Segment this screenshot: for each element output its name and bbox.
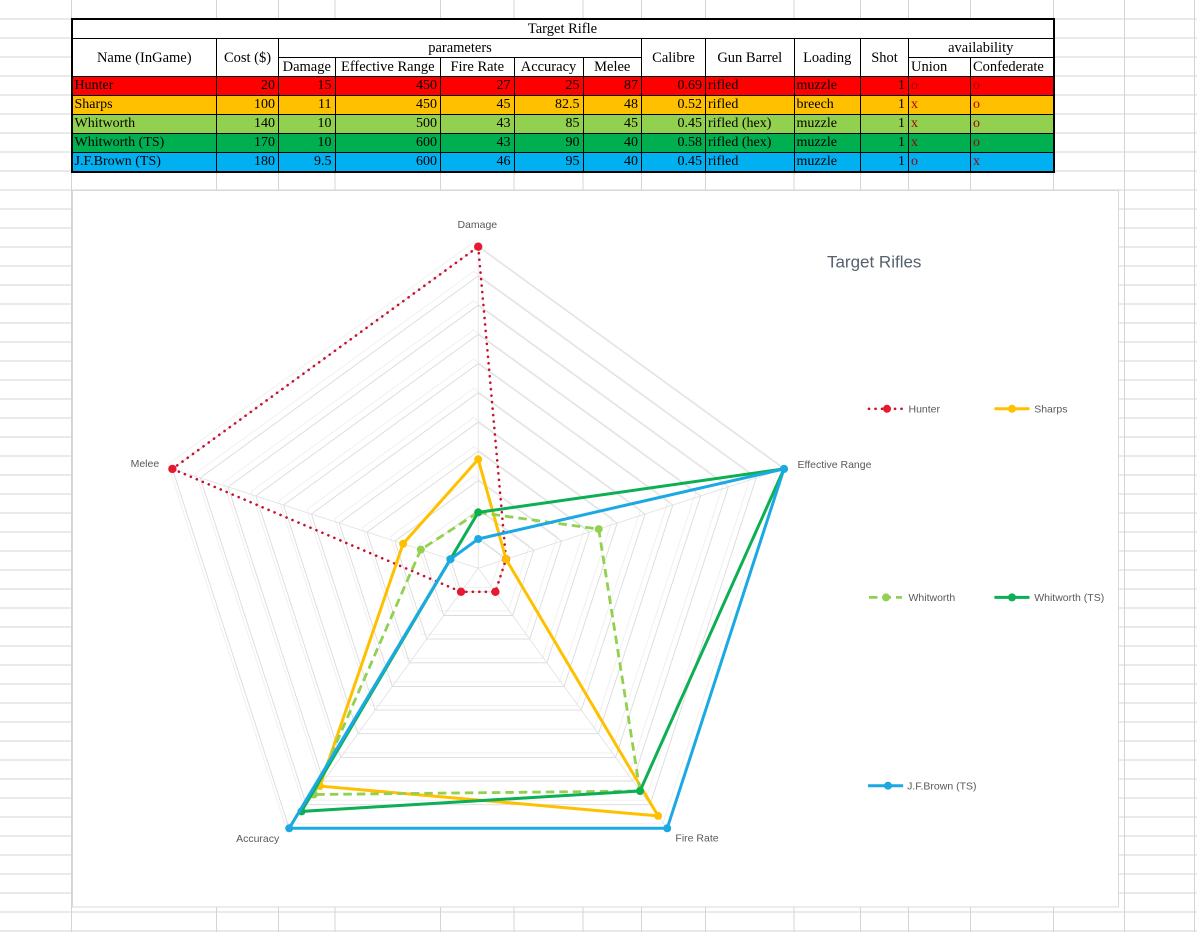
svg-text:Hunter: Hunter xyxy=(909,404,941,416)
svg-text:Sharps: Sharps xyxy=(1034,404,1067,416)
svg-text:Whitworth (TS): Whitworth (TS) xyxy=(1034,592,1104,604)
svg-text:Whitworth: Whitworth xyxy=(909,592,956,604)
svg-text:Effective Range: Effective Range xyxy=(798,459,872,471)
svg-text:J.F.Brown (TS): J.F.Brown (TS) xyxy=(907,780,976,792)
svg-text:Accuracy: Accuracy xyxy=(236,833,280,845)
svg-text:Melee: Melee xyxy=(131,458,160,470)
svg-text:Fire Rate: Fire Rate xyxy=(675,833,718,845)
svg-text:Damage: Damage xyxy=(457,219,497,231)
svg-text:Target Rifles: Target Rifles xyxy=(827,253,921,272)
